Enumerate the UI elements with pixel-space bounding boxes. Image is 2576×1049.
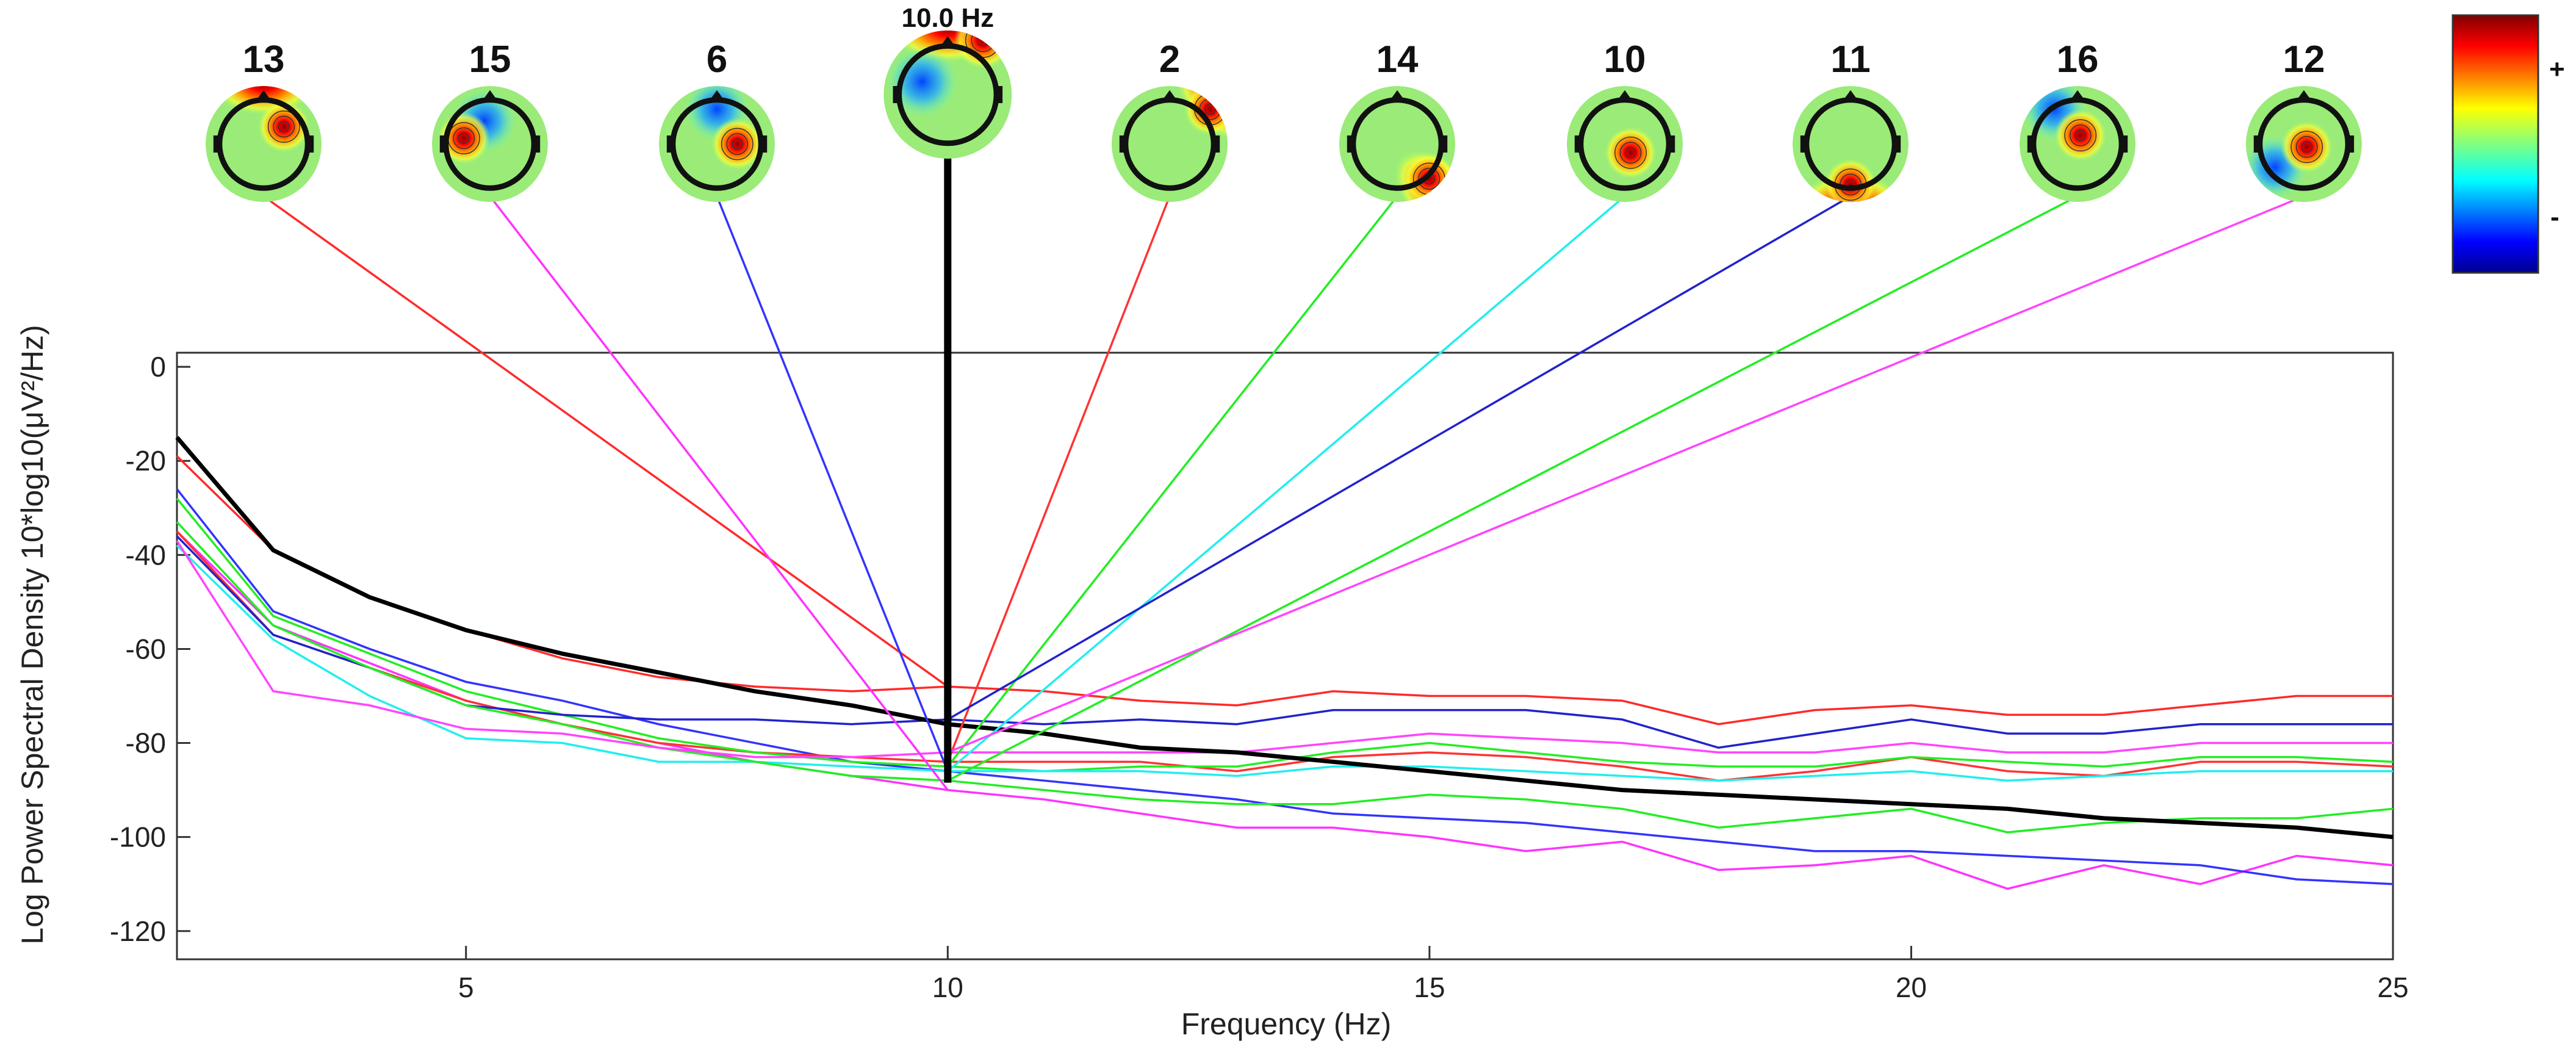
topomap-13	[206, 86, 322, 202]
connector-lines	[262, 139, 2304, 791]
x-tick-label: 20	[1896, 971, 1927, 1003]
connector-16	[947, 195, 2078, 782]
y-tick-label: -80	[126, 727, 166, 759]
connector-13	[262, 195, 949, 688]
topomap-label-16: 16	[2057, 38, 2099, 81]
connector-12	[947, 195, 2304, 754]
x-tick-label: 10	[932, 971, 963, 1003]
colorbar: + -	[2452, 14, 2565, 274]
marked-frequency-label: 10.0 Hz	[901, 3, 994, 33]
connector-6	[716, 195, 949, 772]
topomap-6	[659, 86, 775, 202]
topomap-2	[1112, 86, 1228, 202]
spectrum-line-2	[176, 530, 2394, 782]
x-tick-label: 25	[2377, 971, 2408, 1003]
x-tick-label: 15	[1414, 971, 1445, 1003]
y-tick-label: 0	[150, 351, 166, 383]
connector-14	[946, 195, 1398, 768]
spectrum-line-14	[176, 497, 2394, 773]
y-tick-label: -20	[126, 445, 166, 477]
topomap-10	[1567, 86, 1683, 202]
y-tick-label: -40	[126, 539, 166, 571]
colorbar-minus-label: -	[2550, 202, 2560, 232]
topomap-label-14: 14	[1376, 38, 1419, 81]
connector-2	[946, 195, 1171, 763]
topomap-11	[1793, 86, 1909, 202]
connector-11	[947, 195, 1851, 721]
spectrum-line-11	[176, 535, 2393, 749]
topomap-label-11: 11	[1830, 38, 1871, 81]
connector-10	[947, 195, 1626, 773]
topomap-label-2: 2	[1159, 38, 1180, 81]
y-tick-label: -60	[126, 633, 166, 665]
topomap-row: 13 15 6 2 14 10 11 16 12 10.0 Hz	[206, 3, 2362, 202]
plot-area: 5 10 15 20 25 0 -20 -40 -60 -80 -100 -120	[110, 351, 2409, 1003]
y-tick-label: -100	[110, 821, 166, 853]
topomap-12	[2246, 86, 2362, 202]
axes-box	[176, 351, 2394, 961]
colorbar-plus-label: +	[2549, 54, 2565, 84]
spectrum-line-16	[176, 521, 2394, 834]
colorbar-gradient	[2452, 14, 2539, 274]
spectrum-line-6	[176, 488, 2394, 885]
topomap-14	[1339, 86, 1455, 202]
mean-spectrum-line	[175, 436, 2394, 840]
x-axis-label: Frequency (Hz)	[1181, 1007, 1392, 1041]
topomap-label-13: 13	[243, 38, 285, 81]
topomap-label-15: 15	[469, 38, 511, 81]
topomap-label-10: 10	[1604, 38, 1646, 81]
y-axis-label: Log Power Spectral Density 10*log10(μV²/…	[15, 325, 49, 944]
topomap-label-12: 12	[2283, 38, 2325, 81]
spectrum-line-13	[176, 455, 2393, 726]
topomap-16	[2020, 86, 2135, 202]
x-tick-label: 5	[458, 971, 474, 1003]
topomap-mean	[883, 31, 1012, 159]
topomap-15	[432, 86, 548, 202]
y-tick-label: -120	[110, 915, 166, 947]
spectrum-line-10	[176, 544, 2393, 782]
connector-15	[489, 195, 949, 791]
spectrum-line-12	[176, 540, 2393, 759]
topomap-label-6: 6	[707, 38, 727, 81]
